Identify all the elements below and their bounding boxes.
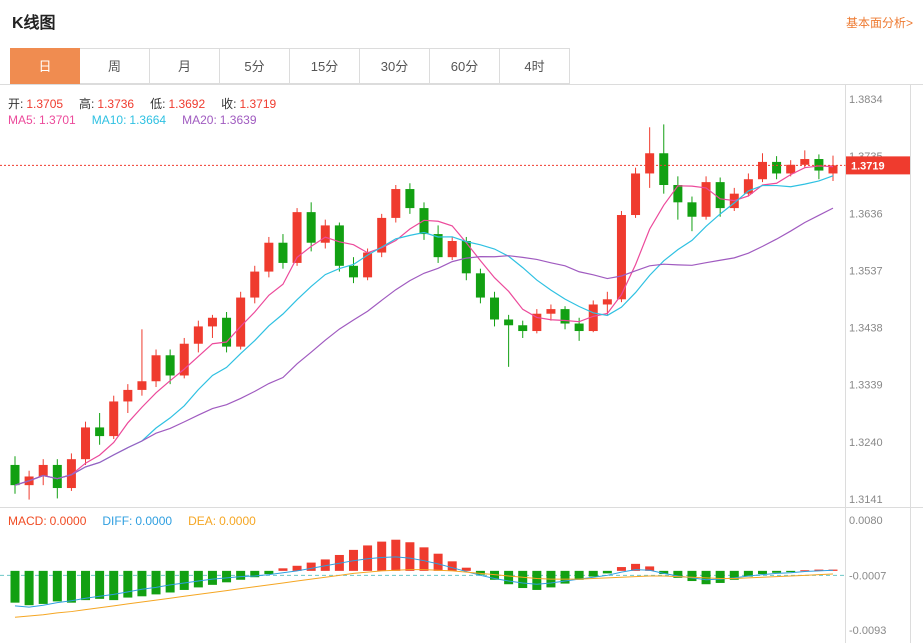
macd-y-axis-labels: 0.0080 -0.0007 -0.0093 [849,515,886,637]
tab-4hour[interactable]: 4时 [500,48,570,84]
svg-text:1.3834: 1.3834 [849,94,883,106]
tab-month[interactable]: 月 [150,48,220,84]
ma10-line [14,175,834,486]
diff-line [14,556,834,608]
candlestick-chart[interactable]: 1.38341.37351.36361.35371.34381.33391.32… [0,85,923,507]
svg-text:0.0080: 0.0080 [849,515,883,527]
macd-panel: 0.0080 -0.0007 -0.0093 MACD: 0.0000 DIFF: 0.0… [0,507,923,643]
svg-text:1.3438: 1.3438 [849,323,883,335]
tab-day[interactable]: 日 [10,48,80,84]
svg-text:1.3240: 1.3240 [849,437,883,449]
tab-30min[interactable]: 30分 [360,48,430,84]
svg-text:1.3537: 1.3537 [849,265,883,277]
header: K线图 基本面分析> [0,0,923,40]
tab-5min[interactable]: 5分 [220,48,290,84]
tab-week[interactable]: 周 [80,48,150,84]
main-y-axis-labels: 1.38341.37351.36361.35371.34381.33391.32… [849,94,883,506]
dea-line [14,569,834,618]
fundamental-analysis-link[interactable]: 基本面分析> [845,16,913,30]
svg-text:-0.0093: -0.0093 [849,625,886,637]
candles [10,124,838,500]
current-price-label: 1.3719 [851,160,885,172]
tab-15min[interactable]: 15分 [290,48,360,84]
candlestick-panel: 1.38341.37351.36361.35371.34381.33391.32… [0,85,923,507]
period-tabs: 日周月 5分 15分 30分 60分 4时 [0,48,923,85]
current-price-badge [846,156,910,175]
macd-histogram [10,539,838,606]
tab-60min[interactable]: 60分 [430,48,500,84]
ma20-line [14,207,834,486]
ma5-line [14,165,834,486]
svg-text:1.3141: 1.3141 [849,494,883,506]
page-title: K线图 [12,15,56,32]
macd-chart[interactable]: 0.0080 -0.0007 -0.0093 [0,508,923,643]
svg-text:-0.0007: -0.0007 [849,570,886,582]
svg-text:1.3339: 1.3339 [849,380,883,392]
svg-text:1.3636: 1.3636 [849,208,883,220]
